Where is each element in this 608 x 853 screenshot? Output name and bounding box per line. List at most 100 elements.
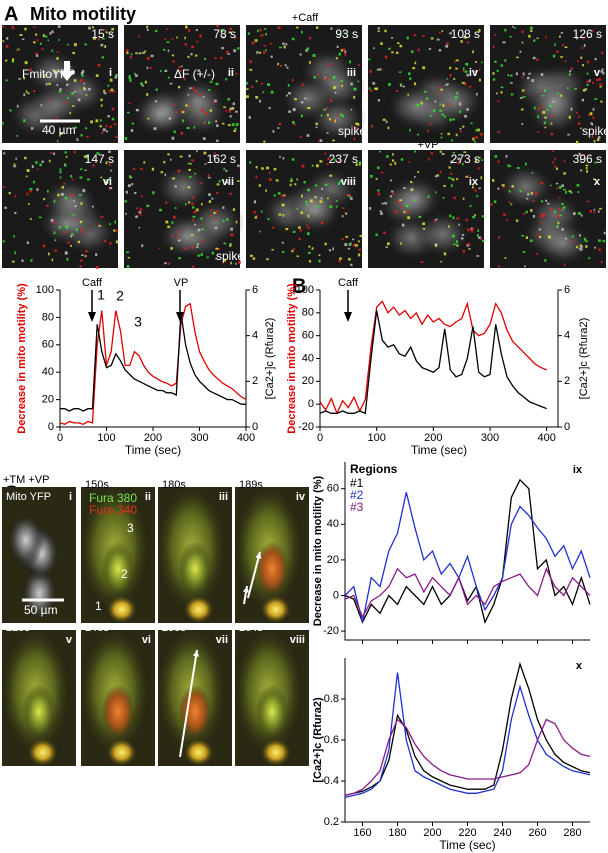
image-speckle xyxy=(550,115,554,117)
image-speckle xyxy=(80,259,83,262)
image-speckle xyxy=(463,151,467,153)
image-speckle xyxy=(544,89,546,92)
image-speckle xyxy=(453,243,456,246)
image-speckle xyxy=(263,140,266,143)
image-speckle xyxy=(160,171,164,174)
image-speckle xyxy=(337,182,341,186)
image-speckle xyxy=(264,28,267,30)
image-speckle xyxy=(2,186,5,188)
image-speckle xyxy=(355,122,358,126)
image-speckle xyxy=(105,179,108,183)
image-speckle xyxy=(309,61,311,64)
image-speckle xyxy=(67,43,69,46)
image-speckle xyxy=(107,84,110,87)
image-speckle xyxy=(64,197,68,200)
image-speckle xyxy=(400,158,404,161)
image-speckle xyxy=(500,64,504,67)
image-speckle xyxy=(335,57,338,60)
image-speckle xyxy=(459,110,461,114)
image-speckle xyxy=(440,88,443,91)
image-speckle xyxy=(6,36,9,40)
image-speckle xyxy=(400,205,402,209)
chart-panel-label: x xyxy=(576,660,583,672)
image-speckle xyxy=(278,123,282,126)
image-speckle xyxy=(284,64,287,67)
image-speckle xyxy=(344,243,348,246)
image-speckle xyxy=(598,78,601,81)
image-speckle xyxy=(85,249,88,253)
image-speckle xyxy=(374,87,377,90)
image-speckle xyxy=(246,88,249,90)
image-speckle xyxy=(519,190,522,193)
image-speckle xyxy=(190,53,193,56)
image-speckle xyxy=(43,74,46,77)
image-speckle xyxy=(308,251,311,255)
image-speckle xyxy=(146,56,150,60)
image-speckle xyxy=(47,39,50,42)
image-speckle xyxy=(540,200,544,203)
y-tick-label: 20 xyxy=(42,394,54,406)
image-speckle xyxy=(560,94,563,98)
image-speckle xyxy=(159,208,162,212)
image-speckle xyxy=(237,180,240,182)
image-speckle xyxy=(173,215,176,219)
image-speckle xyxy=(51,30,54,34)
x-tick-label: 100 xyxy=(367,432,385,444)
image-speckle xyxy=(559,214,562,217)
image-speckle xyxy=(338,259,342,263)
image-speckle xyxy=(70,235,73,238)
image-speckle xyxy=(260,34,264,37)
image-speckle xyxy=(188,154,191,158)
tile-numeral: iii xyxy=(347,67,356,79)
image-speckle xyxy=(79,228,83,232)
image-glow xyxy=(183,738,214,767)
image-speckle xyxy=(352,243,356,247)
image-speckle xyxy=(349,242,353,245)
image-speckle xyxy=(286,94,288,97)
image-speckle xyxy=(102,37,105,40)
tile-numeral: v xyxy=(594,67,601,79)
image-speckle xyxy=(574,87,577,90)
axis-line xyxy=(319,290,559,428)
image-speckle xyxy=(411,188,414,191)
image-speckle xyxy=(33,90,36,93)
image-speckle xyxy=(23,93,26,97)
image-speckle xyxy=(278,213,282,216)
image-speckle xyxy=(2,40,5,42)
image-speckle xyxy=(410,188,413,192)
image-speckle xyxy=(110,33,113,35)
image-speckle xyxy=(328,249,332,252)
image-speckle xyxy=(127,184,131,188)
image-speckle xyxy=(589,209,593,213)
image-speckle xyxy=(492,179,495,182)
image-speckle xyxy=(279,46,282,49)
image-speckle xyxy=(474,189,477,192)
image-speckle xyxy=(29,190,33,193)
image-speckle xyxy=(533,39,536,42)
image-speckle xyxy=(503,213,506,216)
image-speckle xyxy=(492,45,495,49)
image-speckle xyxy=(260,210,263,213)
image-speckle xyxy=(466,73,469,77)
image-speckle xyxy=(5,45,9,48)
image-speckle xyxy=(29,187,33,191)
image-speckle xyxy=(542,110,546,114)
image-speckle xyxy=(301,164,305,168)
image-speckle xyxy=(323,108,326,111)
tile-time: 189s xyxy=(239,479,263,491)
image-speckle xyxy=(216,25,219,28)
image-speckle xyxy=(76,138,79,141)
y-tick-label: 20 xyxy=(327,554,339,566)
image-speckle xyxy=(171,221,174,225)
image-speckle xyxy=(130,53,133,56)
y-tick-label: 100 xyxy=(36,284,54,296)
image-speckle xyxy=(311,247,314,250)
image-speckle xyxy=(99,119,102,122)
condition-label: +TM +VP xyxy=(3,474,49,486)
image-speckle xyxy=(115,240,118,244)
image-speckle xyxy=(16,104,19,108)
image-speckle xyxy=(416,133,419,136)
image-speckle xyxy=(536,252,538,255)
image-speckle xyxy=(63,231,66,234)
tile-numeral: ix xyxy=(469,176,479,188)
